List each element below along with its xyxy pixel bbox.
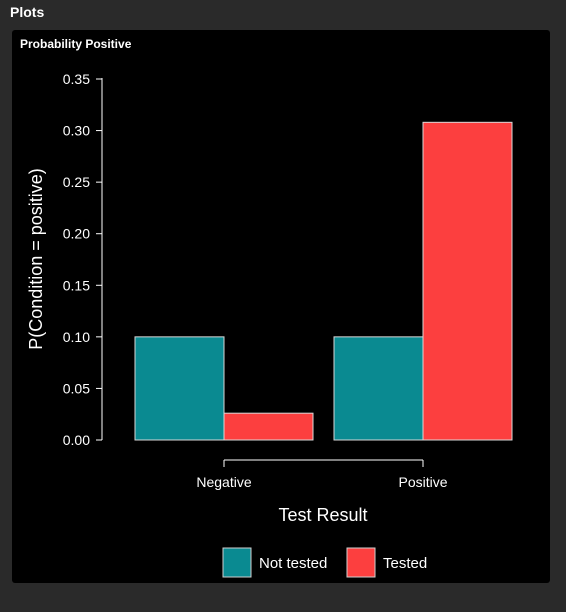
- panel-title: Plots: [10, 4, 45, 20]
- bar: [422, 121, 513, 441]
- bar: [223, 412, 314, 441]
- y-tick-label: 0.20: [63, 226, 90, 242]
- y-tick-label: 0.15: [63, 277, 90, 293]
- bar: [134, 336, 225, 441]
- plot-title: Probability Positive: [20, 37, 132, 51]
- x-tick-label: Positive: [398, 474, 447, 490]
- legend-label: Tested: [383, 555, 427, 572]
- plot-card: Probability Positive 0.00 0.05 0.10 0.15 0.2…: [12, 30, 550, 583]
- y-ticks: 0.00 0.05 0.10 0.15 0.20 0.25 0.30 0.35: [63, 71, 102, 448]
- y-axis-label: P(Condition = positive): [26, 168, 46, 350]
- y-tick-label: 0.00: [63, 432, 90, 448]
- y-tick-label: 0.10: [63, 329, 90, 345]
- legend: Not tested Tested: [222, 547, 427, 578]
- y-tick-label: 0.35: [63, 71, 90, 87]
- x-tick-label: Negative: [196, 474, 251, 490]
- legend-swatch: [222, 547, 252, 578]
- bars: [134, 121, 513, 441]
- y-tick-label: 0.30: [63, 123, 90, 139]
- x-ticks: Negative Positive: [196, 460, 448, 490]
- y-tick-label: 0.05: [63, 380, 90, 396]
- bar: [333, 336, 424, 441]
- bar-chart: 0.00 0.05 0.10 0.15 0.20 0.25 0.30 0.35 Negativ…: [26, 71, 513, 578]
- legend-label: Not tested: [259, 555, 327, 572]
- y-tick-label: 0.25: [63, 174, 90, 190]
- legend-swatch: [346, 547, 376, 578]
- x-axis-label: Test Result: [278, 505, 367, 525]
